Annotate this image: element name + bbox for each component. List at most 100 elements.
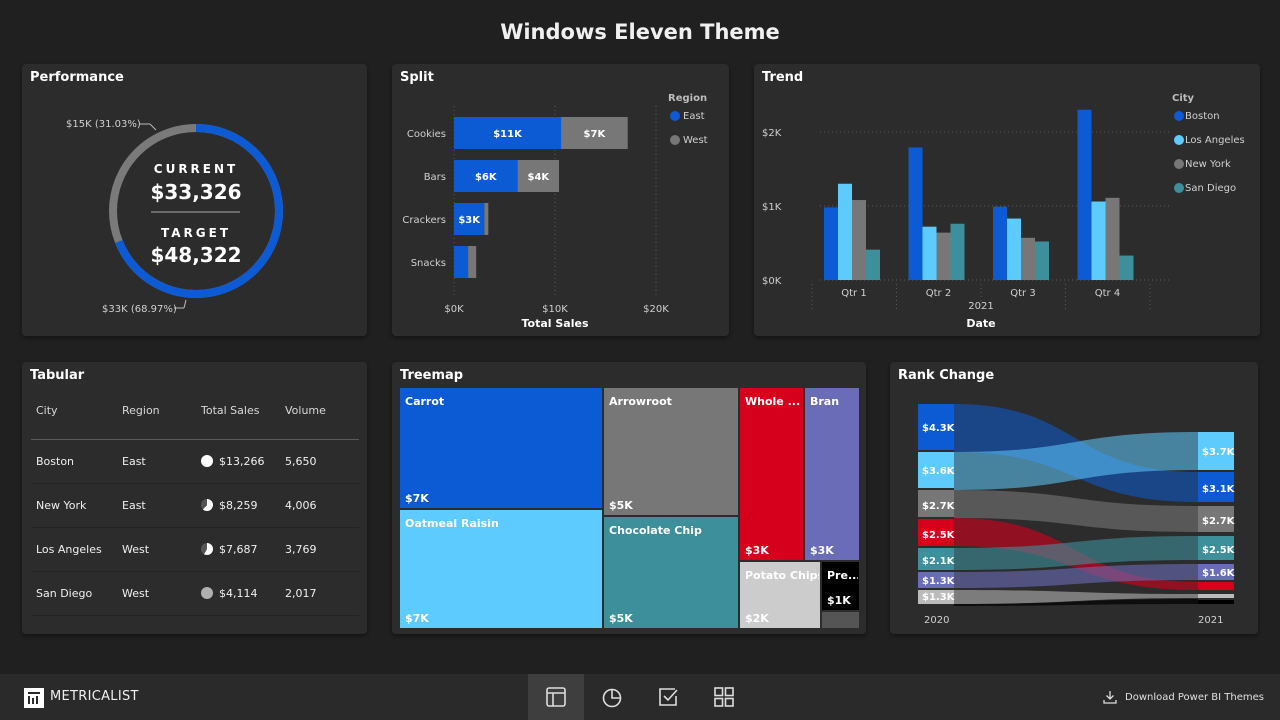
- trend-year-label: 2021: [968, 301, 993, 312]
- cell-sales: $8,259: [219, 499, 258, 512]
- trend-bar[interactable]: [824, 207, 838, 280]
- pie-indicator-icon: [201, 455, 213, 467]
- treemap-tile-other[interactable]: [822, 612, 859, 628]
- trend-bar[interactable]: [1035, 241, 1049, 280]
- trend-bar[interactable]: [922, 226, 937, 280]
- nav-layout-button[interactable]: [528, 674, 584, 720]
- split-legend-title: Region: [668, 93, 707, 104]
- treemap-tile[interactable]: Oatmeal Raisin $7K: [400, 510, 602, 628]
- tabular-card: Tabular City Region Total Sales Volume B…: [22, 362, 367, 634]
- col-total-sales[interactable]: Total Sales: [201, 404, 260, 417]
- split-bar[interactable]: [517, 160, 560, 192]
- layout-icon: [546, 687, 566, 707]
- split-x-tick: $20K: [643, 304, 669, 315]
- trend-bar[interactable]: [852, 200, 866, 280]
- split-bar-label: $4K: [527, 172, 550, 183]
- trend-legend-title: City: [1172, 93, 1195, 104]
- col-region[interactable]: Region: [122, 404, 160, 417]
- trend-bar[interactable]: [993, 206, 1007, 280]
- treemap-tile[interactable]: Potato Chips $2K: [740, 562, 820, 628]
- treemap-title: Treemap: [400, 368, 464, 383]
- split-chart: $0K $10K $20K Cookies $11K $7K Bars $6K $4K Crac…: [402, 93, 708, 330]
- trend-bar[interactable]: [1077, 109, 1092, 280]
- treemap-tile[interactable]: Carrot $7K: [400, 388, 602, 508]
- cell-volume: 4,006: [285, 499, 317, 512]
- split-bar[interactable]: [454, 117, 562, 149]
- treemap-tile[interactable]: Whole ... $3K: [740, 388, 803, 560]
- treemap-tile-value: $3K: [810, 544, 834, 557]
- trend-bar[interactable]: [908, 147, 923, 280]
- treemap-tile-value: $3K: [745, 544, 769, 557]
- table-row[interactable]: San Diego West $4,114 2,017: [31, 572, 359, 616]
- split-bar[interactable]: [561, 117, 628, 149]
- grid-icon: [714, 687, 734, 707]
- cell-sales: $4,114: [219, 587, 258, 600]
- right-label-1: $3.7K: [1202, 447, 1236, 458]
- treemap-tile[interactable]: Chocolate Chip $5K: [604, 517, 738, 628]
- performance-card: Performance $15K (31.03%) $33K (68.97%) …: [22, 64, 367, 336]
- legend-dot-icon: [1174, 159, 1184, 169]
- trend-legend-entry: Boston: [1185, 111, 1220, 122]
- col-city[interactable]: City: [36, 404, 58, 417]
- trend-bar[interactable]: [1105, 197, 1120, 280]
- treemap-tile-name: Bran: [810, 395, 840, 408]
- legend-dot-icon: [670, 135, 680, 145]
- download-themes-link[interactable]: Download Power BI Themes: [1103, 690, 1264, 704]
- table-row[interactable]: New York East $8,259 4,006: [31, 484, 359, 528]
- split-card: Split $0K $10K $20K Cookies $11K $7K Bars $6K $…: [392, 64, 729, 336]
- cell-city: Los Angeles: [36, 543, 102, 556]
- nav-grid-button[interactable]: [696, 674, 752, 720]
- trend-y-tick: $1K: [762, 202, 782, 213]
- split-legend-entry: West: [683, 135, 708, 146]
- nav-check-button[interactable]: [640, 674, 696, 720]
- trend-y-tick: $0K: [762, 276, 782, 287]
- trend-bar[interactable]: [866, 249, 880, 280]
- trend-x-tick: Qtr 2: [926, 288, 951, 299]
- pie-icon: [602, 688, 622, 708]
- split-bar[interactable]: [454, 160, 518, 192]
- download-icon: [1103, 691, 1117, 704]
- left-label-2: $3.6K: [922, 466, 956, 477]
- col-volume[interactable]: Volume: [285, 404, 326, 417]
- treemap-tile[interactable]: Arrowroot $5K: [604, 388, 738, 515]
- trend-bar[interactable]: [1091, 201, 1106, 280]
- cell-city: New York: [36, 499, 87, 512]
- treemap-tile[interactable]: Pre... $1K: [822, 562, 859, 610]
- treemap-tile-name: Chocolate Chip: [609, 524, 702, 537]
- trend-bar[interactable]: [838, 183, 852, 280]
- split-bar[interactable]: [484, 203, 489, 235]
- trend-legend-entry: San Diego: [1185, 183, 1236, 194]
- right-label-3: $2.7K: [1202, 516, 1236, 527]
- trend-bar[interactable]: [936, 232, 951, 280]
- trend-legend-entry: New York: [1185, 159, 1231, 170]
- split-bar-label: $3K: [458, 215, 481, 226]
- right-label-4: $2.5K: [1202, 545, 1236, 556]
- pie-indicator-icon: [201, 587, 213, 599]
- performance-title: Performance: [30, 70, 124, 85]
- trend-bar[interactable]: [950, 223, 965, 280]
- treemap-tile[interactable]: Bran $3K: [805, 388, 859, 560]
- left-label-4: $2.5K: [922, 530, 956, 541]
- trend-x-tick: Qtr 4: [1095, 288, 1120, 299]
- left-label-1: $4.3K: [922, 423, 956, 434]
- split-bar[interactable]: [468, 246, 477, 278]
- split-x-tick: $10K: [542, 304, 568, 315]
- nav-pie-button[interactable]: [584, 674, 640, 720]
- trend-card: Trend $0K $1K $2K Qtr 1 Qtr 2 Qtr 3 Qtr 4 202…: [754, 64, 1260, 336]
- table-row[interactable]: Boston East $13,266 5,650: [31, 440, 359, 484]
- rank-change-card: Rank Change $4.3K $3.6K $2.7K $2.5K $2.1…: [890, 362, 1258, 634]
- trend-chart: $0K $1K $2K Qtr 1 Qtr 2 Qtr 3 Qtr 4 2021 Date…: [762, 93, 1245, 330]
- trend-bar[interactable]: [1007, 218, 1021, 280]
- split-bar[interactable]: [454, 203, 485, 235]
- left-label-6: $1.3K: [922, 576, 956, 587]
- ribbon-purple: [954, 564, 1198, 588]
- split-bar[interactable]: [454, 246, 469, 278]
- trend-bar[interactable]: [1021, 237, 1035, 280]
- trend-bar[interactable]: [1119, 255, 1134, 280]
- trend-y-tick: $2K: [762, 128, 782, 139]
- ribbon-gray: [954, 590, 1198, 604]
- left-label-5: $2.1K: [922, 556, 956, 567]
- trend-x-title: Date: [966, 317, 995, 330]
- table-row[interactable]: Los Angeles West $7,687 3,769: [31, 528, 359, 572]
- page-title: Windows Eleven Theme: [500, 20, 780, 44]
